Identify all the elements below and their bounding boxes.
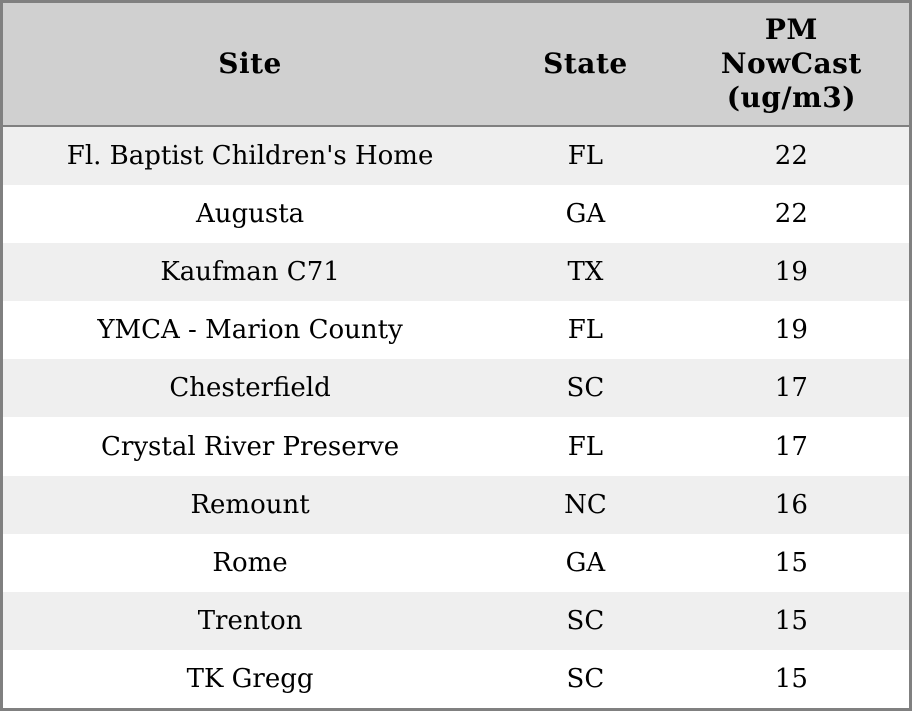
table-row: Augusta GA 22 (1, 185, 911, 244)
header-row: Site State PM NowCast (ug/m3) (1, 1, 911, 127)
state-cell: GA (497, 185, 674, 244)
site-cell: YMCA - Marion County (1, 301, 498, 360)
pm-nowcast-cell: 17 (673, 417, 911, 476)
table-row: Rome GA 15 (1, 533, 911, 592)
site-cell: Kaufman C71 (1, 243, 498, 302)
state-cell: SC (497, 359, 674, 418)
state-cell: FL (497, 417, 674, 476)
pm-nowcast-cell: 16 (673, 475, 911, 534)
state-cell: SC (497, 649, 674, 710)
table-row: Remount NC 16 (1, 475, 911, 534)
site-cell: Fl. Baptist Children's Home (1, 126, 498, 186)
site-cell: TK Gregg (1, 649, 498, 710)
table-row: Crystal River Preserve FL 17 (1, 417, 911, 476)
pm-nowcast-cell: 15 (673, 649, 911, 710)
table-header: Site State PM NowCast (ug/m3) (1, 1, 911, 127)
table-body: Fl. Baptist Children's Home FL 22 August… (1, 126, 911, 710)
site-cell: Rome (1, 533, 498, 592)
site-cell: Remount (1, 475, 498, 534)
pm-nowcast-cell: 15 (673, 591, 911, 650)
table-row: Fl. Baptist Children's Home FL 22 (1, 126, 911, 186)
table-row: Chesterfield SC 17 (1, 359, 911, 418)
pm-nowcast-cell: 19 (673, 301, 911, 360)
column-header-pm-nowcast: PM NowCast (ug/m3) (673, 1, 911, 127)
table-row: Kaufman C71 TX 19 (1, 243, 911, 302)
site-cell: Chesterfield (1, 359, 498, 418)
state-cell: FL (497, 126, 674, 186)
state-cell: SC (497, 591, 674, 650)
column-header-site: Site (1, 1, 498, 127)
site-cell: Crystal River Preserve (1, 417, 498, 476)
pm-nowcast-cell: 15 (673, 533, 911, 592)
site-cell: Augusta (1, 185, 498, 244)
state-cell: GA (497, 533, 674, 592)
table-row: Trenton SC 15 (1, 591, 911, 650)
pm-nowcast-cell: 19 (673, 243, 911, 302)
table-row: YMCA - Marion County FL 19 (1, 301, 911, 360)
pm-nowcast-cell: 22 (673, 126, 911, 186)
state-cell: FL (497, 301, 674, 360)
state-cell: TX (497, 243, 674, 302)
site-cell: Trenton (1, 591, 498, 650)
pm-nowcast-cell: 22 (673, 185, 911, 244)
table-row: TK Gregg SC 15 (1, 649, 911, 710)
column-header-state: State (497, 1, 674, 127)
state-cell: NC (497, 475, 674, 534)
pm-nowcast-cell: 17 (673, 359, 911, 418)
